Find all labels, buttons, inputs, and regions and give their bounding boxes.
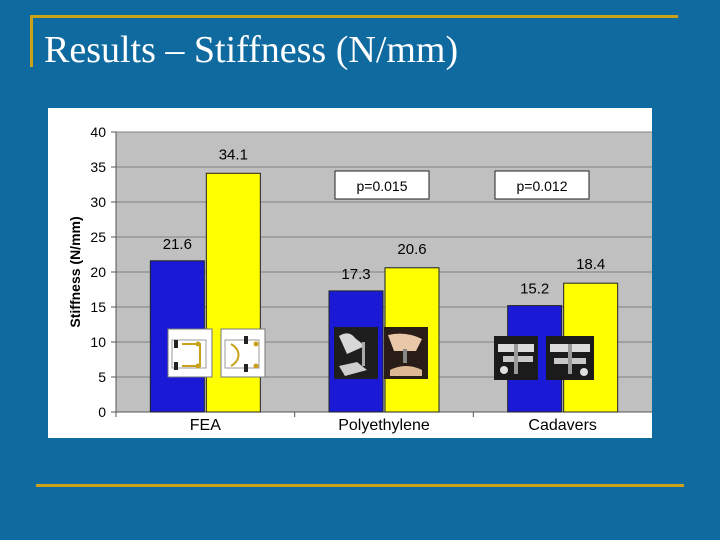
p-value-label: p=0.015 (357, 178, 408, 194)
x-category-label: Cadavers (528, 417, 596, 434)
bar-value-label: 20.6 (397, 241, 426, 258)
chart-panel: 0 5 10 15 20 25 30 35 40 Stiffness (N/mm) (48, 108, 652, 438)
x-category-label: Polyethylene (338, 417, 430, 434)
bar-value-label: 15.2 (520, 281, 549, 298)
y-tick-label: 25 (90, 229, 106, 245)
cadaver-specimen-photo-1 (494, 336, 538, 380)
p-value-annotation-polyethylene: p=0.015 (334, 170, 430, 200)
bar-value-label: 21.6 (163, 236, 192, 253)
frame-left-line (30, 15, 33, 67)
cadaver-specimen-photo-2 (546, 336, 594, 380)
y-tick-label: 40 (90, 124, 106, 140)
y-tick-label: 5 (98, 369, 106, 385)
y-tick-label: 0 (98, 404, 106, 420)
y-axis-label: Stiffness (N/mm) (67, 216, 83, 327)
y-tick-label: 15 (90, 299, 106, 315)
y-tick-label: 30 (90, 194, 106, 210)
frame-top-line (30, 15, 678, 18)
polyethylene-photo-inset (334, 327, 428, 379)
x-category-label: FEA (190, 417, 221, 434)
stiffness-bar-chart: 0 5 10 15 20 25 30 35 40 Stiffness (N/mm) (67, 124, 652, 434)
y-tick-labels: 0 5 10 15 20 25 30 35 40 (90, 124, 116, 420)
y-tick-label: 20 (90, 264, 106, 280)
y-tick-label: 10 (90, 334, 106, 350)
x-category-labels: FEA Polyethylene Cadavers (115, 412, 597, 434)
frame-bottom-line (36, 484, 684, 487)
bar-value-label: 18.4 (576, 256, 605, 273)
p-value-annotation-cadavers: p=0.012 (494, 170, 590, 200)
slide-title: Results – Stiffness (N/mm) (44, 29, 459, 71)
polyethylene-specimen-photo-2 (384, 327, 428, 379)
fea-model-image-1 (167, 328, 213, 378)
fea-model-image-2 (220, 328, 266, 378)
bar-value-label: 34.1 (219, 146, 248, 163)
bar-value-labels: 21.6 34.1 17.3 20.6 15.2 18.4 (163, 146, 606, 297)
y-tick-label: 35 (90, 159, 106, 175)
polyethylene-specimen-photo-1 (334, 327, 378, 379)
cadavers-photo-inset (494, 336, 594, 380)
bar-value-label: 17.3 (341, 266, 370, 283)
p-value-label: p=0.012 (517, 178, 568, 194)
fea-photo-inset (167, 328, 266, 378)
